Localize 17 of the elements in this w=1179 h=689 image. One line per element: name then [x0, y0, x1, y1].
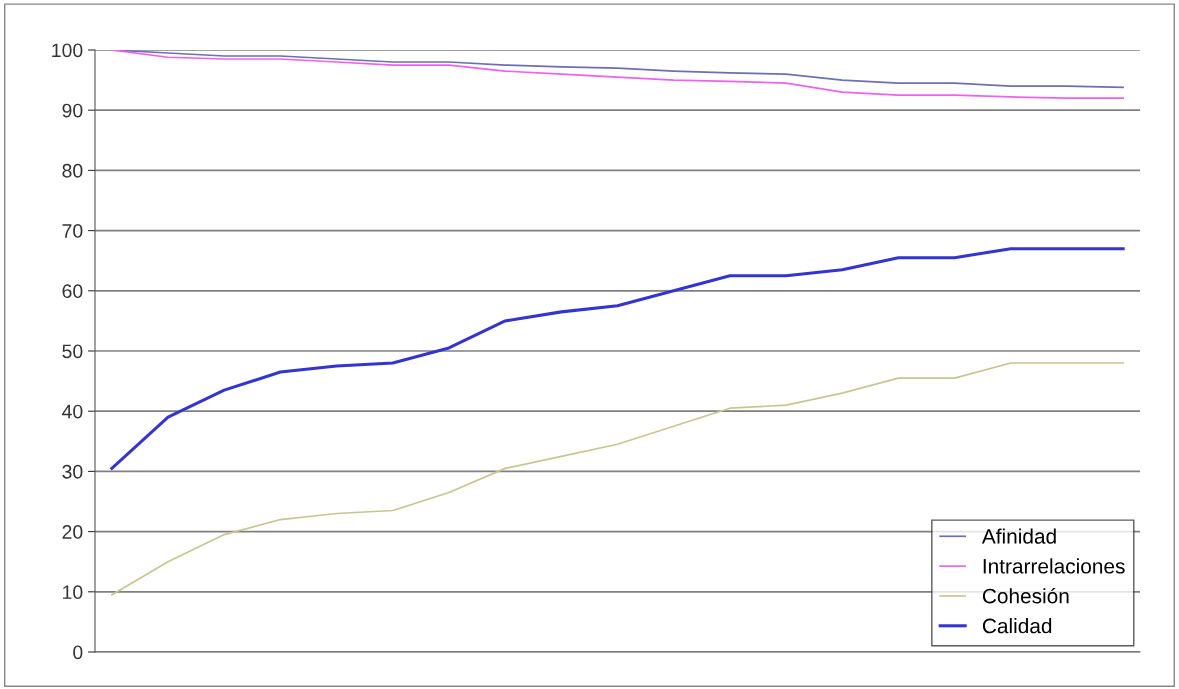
y-tick-label: 70 [62, 224, 83, 238]
y-tick-label: 20 [62, 525, 83, 539]
y-tick-label: 100 [52, 43, 83, 58]
y-tick-label: 0 [73, 645, 83, 660]
y-tick-label: 10 [63, 585, 83, 600]
line-series [111, 50, 1124, 99]
y-tick-label: 80 [62, 163, 83, 178]
y-tick-label: 50 [62, 344, 83, 359]
line-series [110, 247, 1125, 470]
legend-label: Intrarrelaciones [983, 558, 1125, 574]
y-tick-label: 30 [62, 464, 83, 479]
y-tick-label: 40 [62, 404, 83, 419]
legend-label: Afinidad [981, 528, 1056, 544]
legend-label: Calidad [982, 618, 1052, 634]
legend-label: Cohesión [982, 587, 1069, 604]
y-tick-label: 60 [62, 284, 83, 299]
y-tick-label: 90 [62, 103, 83, 118]
